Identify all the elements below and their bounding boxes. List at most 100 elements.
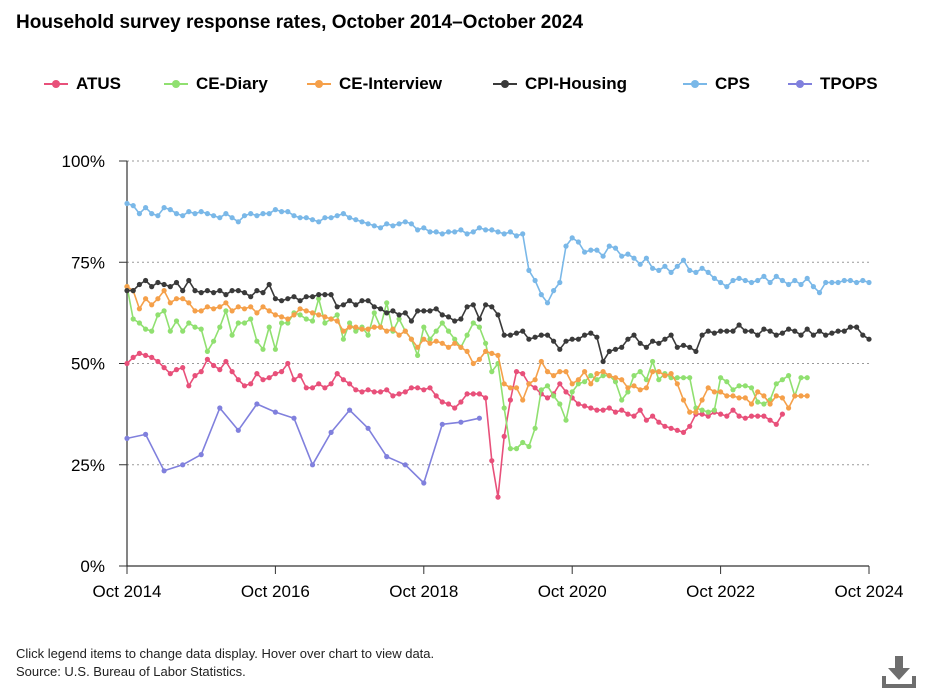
data-point-cpi-housing[interactable]: [637, 340, 643, 346]
data-point-cpi-housing[interactable]: [532, 334, 538, 340]
data-point-cps[interactable]: [408, 221, 414, 227]
data-point-ce-interview[interactable]: [687, 409, 693, 415]
data-point-ce-interview[interactable]: [582, 369, 588, 375]
data-point-ce-interview[interactable]: [656, 369, 662, 375]
data-point-atus[interactable]: [136, 350, 142, 356]
data-point-ce-interview[interactable]: [421, 336, 427, 342]
data-point-cpi-housing[interactable]: [736, 322, 742, 328]
data-point-tpops[interactable]: [291, 415, 297, 421]
data-point-ce-diary[interactable]: [705, 409, 711, 415]
data-point-atus[interactable]: [285, 360, 291, 367]
data-point-cpi-housing[interactable]: [699, 332, 705, 338]
data-point-cpi-housing[interactable]: [353, 302, 359, 308]
data-point-ce-diary[interactable]: [687, 375, 693, 381]
data-point-cps[interactable]: [198, 209, 204, 215]
data-point-ce-diary[interactable]: [254, 338, 260, 344]
data-point-ce-diary[interactable]: [551, 393, 557, 399]
data-point-atus[interactable]: [260, 377, 266, 383]
data-point-cpi-housing[interactable]: [334, 304, 340, 310]
data-point-atus[interactable]: [254, 371, 260, 377]
data-point-cps[interactable]: [204, 211, 210, 217]
data-point-cps[interactable]: [748, 279, 755, 286]
data-point-atus[interactable]: [773, 421, 779, 427]
data-point-cps[interactable]: [396, 221, 402, 227]
data-point-cps[interactable]: [680, 257, 687, 263]
data-point-atus[interactable]: [297, 373, 303, 379]
data-point-ce-interview[interactable]: [365, 326, 371, 332]
data-point-cpi-housing[interactable]: [421, 308, 427, 314]
data-point-cps[interactable]: [445, 229, 452, 235]
data-point-ce-diary[interactable]: [563, 417, 569, 423]
data-point-cpi-housing[interactable]: [804, 326, 810, 332]
data-point-cpi-housing[interactable]: [204, 288, 210, 294]
data-point-cps[interactable]: [470, 229, 476, 235]
data-point-cps[interactable]: [377, 225, 384, 231]
data-point-atus[interactable]: [192, 373, 198, 379]
data-point-ce-diary[interactable]: [761, 401, 767, 407]
data-point-ce-interview[interactable]: [501, 381, 507, 387]
data-point-tpops[interactable]: [143, 431, 149, 437]
data-point-ce-diary[interactable]: [285, 320, 291, 326]
data-point-atus[interactable]: [365, 387, 371, 393]
data-point-atus[interactable]: [396, 391, 402, 397]
data-point-ce-interview[interactable]: [489, 350, 495, 356]
data-point-ce-diary[interactable]: [322, 320, 328, 326]
data-point-tpops[interactable]: [384, 454, 390, 460]
data-point-ce-interview[interactable]: [149, 302, 155, 308]
data-point-cps[interactable]: [643, 255, 650, 261]
data-point-cps[interactable]: [767, 279, 773, 286]
data-point-atus[interactable]: [384, 387, 390, 393]
data-point-atus[interactable]: [322, 385, 328, 391]
data-point-atus[interactable]: [173, 367, 180, 373]
data-point-cps[interactable]: [266, 211, 272, 217]
data-point-ce-diary[interactable]: [365, 332, 371, 338]
data-point-atus[interactable]: [557, 381, 563, 387]
data-point-ce-interview[interactable]: [557, 369, 563, 375]
data-point-ce-diary[interactable]: [557, 401, 563, 407]
data-point-ce-diary[interactable]: [798, 375, 804, 381]
data-point-ce-diary[interactable]: [415, 352, 421, 358]
data-point-cpi-housing[interactable]: [693, 348, 699, 354]
data-point-cpi-housing[interactable]: [816, 328, 823, 334]
data-point-ce-diary[interactable]: [779, 377, 786, 383]
data-point-cps[interactable]: [365, 221, 371, 227]
data-point-atus[interactable]: [668, 425, 674, 431]
data-point-cps[interactable]: [705, 269, 711, 275]
data-point-ce-interview[interactable]: [520, 397, 526, 403]
data-point-cpi-housing[interactable]: [551, 338, 557, 344]
data-point-ce-interview[interactable]: [124, 284, 130, 290]
data-point-cps[interactable]: [501, 231, 507, 237]
data-point-ce-diary[interactable]: [316, 296, 322, 302]
data-point-ce-diary[interactable]: [588, 373, 594, 379]
data-point-tpops[interactable]: [124, 435, 130, 441]
data-point-cps[interactable]: [297, 215, 303, 221]
data-point-ce-diary[interactable]: [680, 375, 687, 381]
data-point-ce-diary[interactable]: [347, 320, 353, 326]
data-point-ce-diary[interactable]: [223, 308, 229, 314]
data-point-cpi-housing[interactable]: [656, 340, 662, 346]
data-point-cpi-housing[interactable]: [211, 290, 217, 296]
data-point-atus[interactable]: [625, 411, 631, 417]
data-point-ce-diary[interactable]: [600, 373, 606, 379]
data-point-cpi-housing[interactable]: [124, 288, 130, 294]
data-point-ce-interview[interactable]: [316, 312, 322, 318]
data-point-cpi-housing[interactable]: [427, 308, 433, 314]
data-point-cps[interactable]: [656, 267, 662, 273]
data-point-cpi-housing[interactable]: [439, 312, 445, 318]
data-point-ce-interview[interactable]: [792, 393, 798, 399]
data-point-atus[interactable]: [544, 395, 551, 401]
data-point-cps[interactable]: [854, 279, 860, 286]
data-point-cpi-housing[interactable]: [316, 292, 322, 298]
data-point-ce-interview[interactable]: [538, 358, 544, 365]
data-point-cps[interactable]: [279, 209, 285, 215]
data-point-cps[interactable]: [829, 279, 835, 286]
data-point-ce-interview[interactable]: [495, 352, 501, 358]
data-point-cps[interactable]: [328, 215, 334, 221]
data-point-atus[interactable]: [748, 413, 755, 419]
data-point-cps[interactable]: [816, 290, 823, 296]
data-point-ce-diary[interactable]: [476, 324, 482, 330]
data-point-cpi-housing[interactable]: [408, 318, 414, 324]
data-point-cpi-housing[interactable]: [575, 336, 582, 342]
data-point-cps[interactable]: [520, 231, 526, 237]
data-point-atus[interactable]: [155, 358, 161, 365]
